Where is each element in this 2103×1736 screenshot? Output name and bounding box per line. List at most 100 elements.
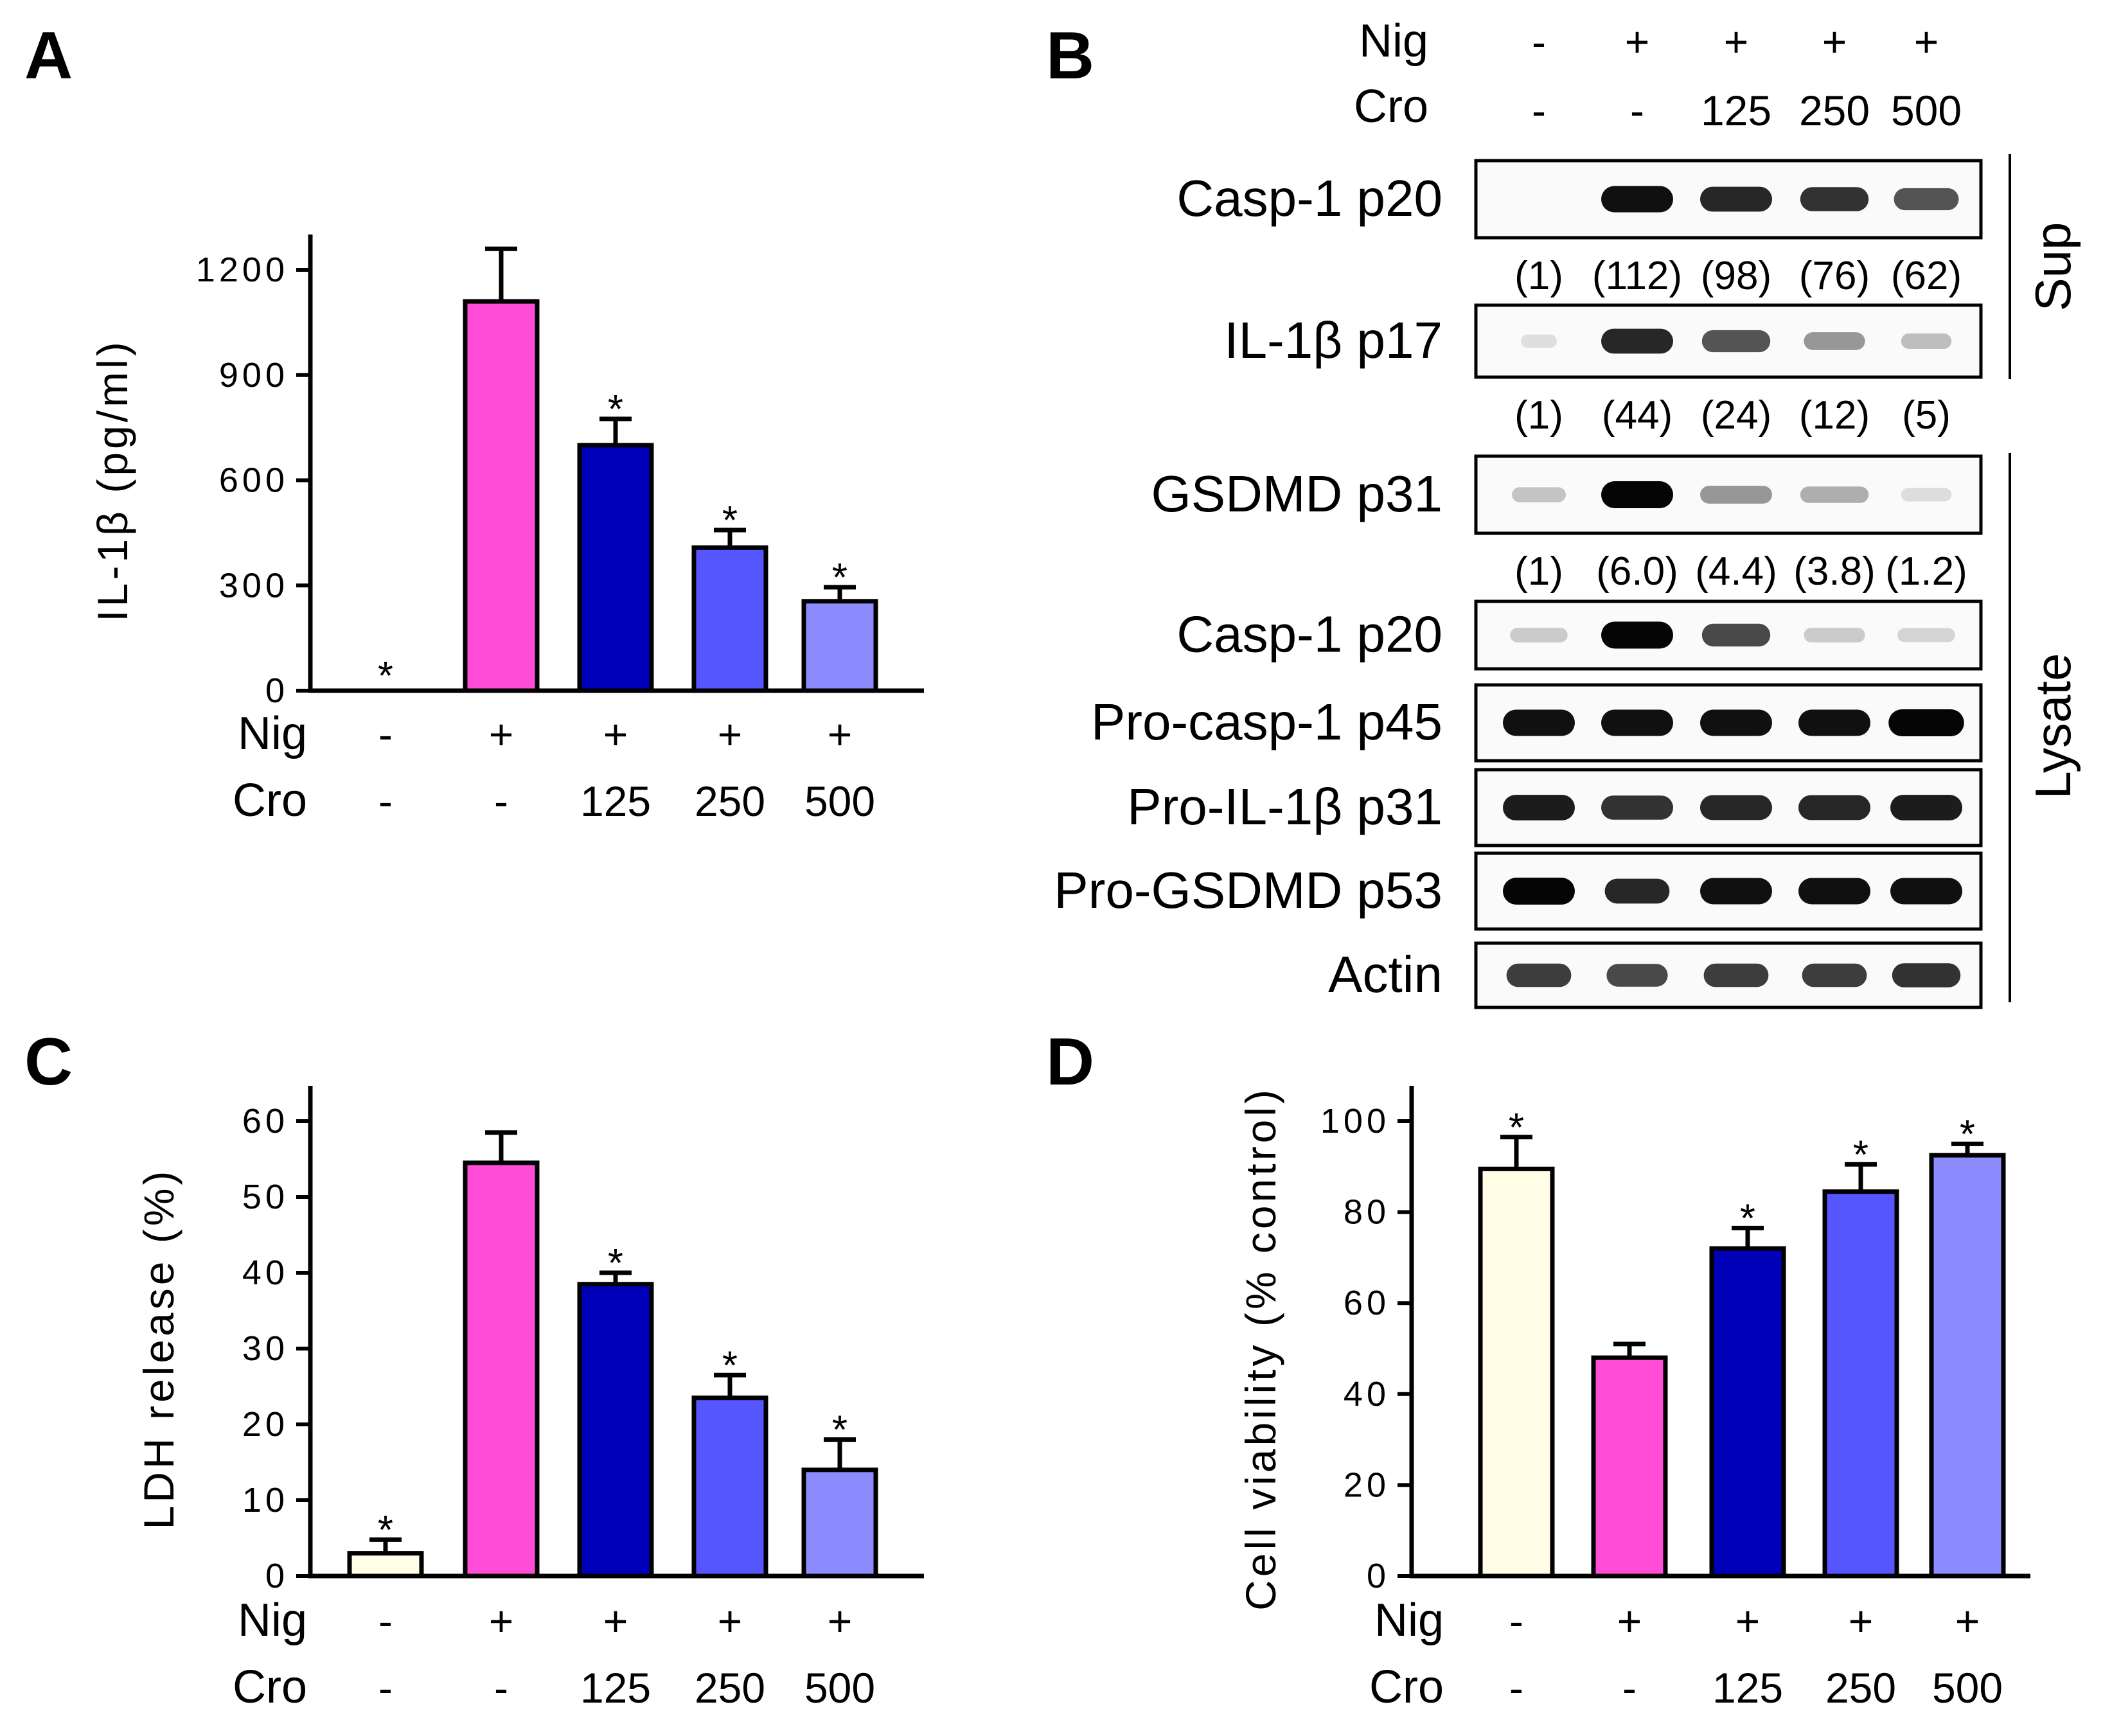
- cro-value-d: 250: [1825, 1664, 1896, 1712]
- y-tick-label-a: 300: [219, 566, 288, 605]
- cro-value-c: 500: [804, 1664, 875, 1712]
- blot-band: [1901, 488, 1952, 502]
- blot-band: [1503, 795, 1575, 820]
- panel-c-ldh-chart: C 0 10 20 30 40 50 60 LDH release (%) * * * * Nig Cro…: [24, 1025, 924, 1713]
- significance-mark-d: *: [1853, 1133, 1868, 1177]
- cro-label-d: Cro: [1369, 1661, 1444, 1713]
- bar-c: [577, 1282, 654, 1579]
- blot-band: [1800, 486, 1869, 503]
- blot-band: [1700, 186, 1772, 212]
- bar-d: [1709, 1246, 1786, 1579]
- blot-band: [1894, 188, 1959, 211]
- sup-group-label: Sup: [2025, 222, 2081, 312]
- bar-c: [463, 1160, 540, 1579]
- cro-label-a: Cro: [233, 775, 307, 826]
- blot-quant-value: (112): [1592, 254, 1682, 298]
- blot-band: [1798, 709, 1870, 736]
- blot-quant-value: (1.2): [1885, 549, 1967, 594]
- blot-cro-value: 500: [1891, 87, 1962, 134]
- blot-row-label: Pro-IL-1β p31: [1127, 778, 1442, 835]
- y-tick-label-c: 60: [242, 1102, 288, 1140]
- cro-value-d: 500: [1932, 1664, 2003, 1712]
- nig-value-a: +: [828, 711, 853, 758]
- blot-band: [1701, 330, 1771, 353]
- blot-quant-value: (62): [1891, 254, 1962, 298]
- significance-mark-a: *: [722, 499, 738, 543]
- blot-quant-value: (98): [1701, 254, 1771, 298]
- nig-value-a: +: [489, 711, 514, 758]
- blot-cro-value: 250: [1799, 87, 1870, 134]
- nig-value-d: +: [1849, 1597, 1874, 1645]
- lysate-group-label: Lysate: [2025, 653, 2081, 799]
- blot-band: [1798, 878, 1870, 905]
- blot-quant-value: (3.8): [1793, 549, 1875, 594]
- cro-label-c: Cro: [233, 1661, 307, 1713]
- panel-a-il1b-chart: A 0 300 600 900 1200 IL-1β (pg/ml) * * * * Nig Cro -…: [24, 19, 924, 826]
- bar-c: [347, 1551, 424, 1579]
- blot-band: [1601, 709, 1673, 736]
- blot-quant-value: (1): [1514, 393, 1563, 438]
- blot-band: [1512, 487, 1566, 502]
- significance-mark-c: *: [378, 1508, 393, 1552]
- y-tick-label-c: 40: [242, 1253, 288, 1292]
- blot-band: [1503, 709, 1575, 736]
- blot-band: [1601, 621, 1673, 649]
- y-tick-label-a: 600: [219, 461, 288, 500]
- y-tick-label-d: 40: [1344, 1375, 1390, 1413]
- panel-label-c: C: [24, 1025, 73, 1099]
- blot-band: [1503, 878, 1575, 905]
- cro-value-c: -: [494, 1664, 508, 1712]
- bar-a: [463, 299, 540, 693]
- y-tick-label-a: 0: [265, 671, 288, 710]
- blot-quant-value: (5): [1902, 393, 1951, 438]
- blot-quant-value: (1): [1514, 549, 1563, 594]
- blot-rows: Casp-1 p20 (1) (112) (98) (76) (62) IL-1β p17 (…: [1054, 159, 1983, 1009]
- y-tick-label-d: 100: [1320, 1102, 1390, 1140]
- nig-value-d: -: [1509, 1597, 1523, 1645]
- bar-a: [801, 599, 878, 693]
- blot-row-label: IL-1β p17: [1224, 312, 1442, 369]
- nig-value-d: +: [1617, 1597, 1642, 1645]
- blot-band: [1700, 878, 1772, 905]
- blot-band: [1703, 963, 1769, 988]
- cro-value-c: 125: [580, 1664, 651, 1712]
- blot-quant-value: (4.4): [1695, 549, 1777, 594]
- blot-cro-label: Cro: [1354, 81, 1428, 132]
- blot-band: [1890, 795, 1962, 820]
- blot-band: [1890, 878, 1962, 905]
- nig-value-c: +: [489, 1597, 514, 1645]
- bar-c: [691, 1395, 768, 1579]
- blot-band: [1804, 332, 1865, 350]
- blot-nig-value: +: [1914, 18, 1939, 66]
- nig-label-d: Nig: [1374, 1595, 1444, 1646]
- blot-row-label: Pro-casp-1 p45: [1091, 693, 1442, 750]
- y-tick-label-c: 0: [265, 1557, 288, 1595]
- nig-value-c: +: [718, 1597, 743, 1645]
- blot-nig-label: Nig: [1359, 15, 1428, 67]
- blot-band: [1601, 186, 1673, 213]
- blot-treatment-header: - + + + + - - 125 250 500: [1532, 18, 1962, 134]
- significance-mark-d: *: [1740, 1196, 1755, 1241]
- y-tick-label-d: 20: [1344, 1466, 1390, 1504]
- panel-d-viability-chart: D 0 20 40 60 80 100 Cell viability (% control)…: [1046, 1025, 2030, 1713]
- bar-a: [577, 443, 654, 693]
- blot-band: [1700, 795, 1772, 820]
- blot-cro-value: 125: [1701, 87, 1771, 134]
- blot-band: [1901, 333, 1952, 349]
- panel-label-d: D: [1046, 1025, 1094, 1099]
- blot-band: [1897, 628, 1955, 642]
- significance-mark-d: *: [1509, 1106, 1524, 1150]
- blot-band: [1604, 878, 1670, 904]
- nig-value-a: -: [378, 711, 393, 758]
- blot-band: [1804, 628, 1865, 642]
- blot-cro-value: -: [1630, 87, 1644, 134]
- blot-band: [1606, 964, 1668, 987]
- y-tick-label-c: 30: [242, 1329, 288, 1368]
- blot-row-label: Casp-1 p20: [1176, 170, 1442, 227]
- nig-value-c: +: [828, 1597, 853, 1645]
- y-tick-label-c: 20: [242, 1405, 288, 1444]
- bar-d: [1822, 1189, 1899, 1579]
- blot-band: [1700, 709, 1772, 736]
- blot-row-label: Pro-GSDMD p53: [1054, 862, 1442, 919]
- significance-mark-a: *: [608, 387, 623, 432]
